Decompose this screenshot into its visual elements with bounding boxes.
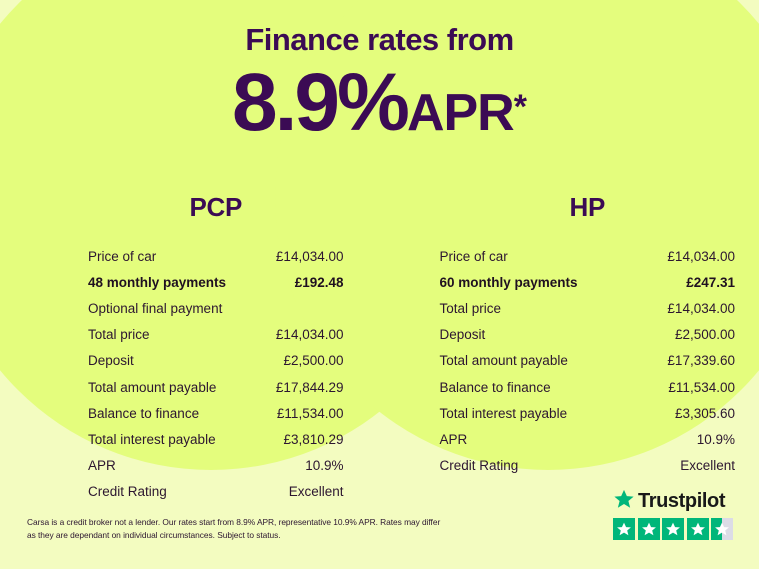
row-value: £14,034.00 (667, 248, 735, 264)
table-row: Total amount payable £17,339.60 (440, 348, 736, 374)
table-row: APR 10.9% (88, 453, 344, 479)
row-label: APR (88, 458, 116, 474)
trustpilot-badge[interactable]: Trustpilot (613, 489, 737, 540)
row-label: Optional final payment (88, 300, 223, 316)
row-label: Total price (88, 327, 150, 343)
table-row: Deposit £2,500.00 (88, 348, 344, 374)
row-label: Credit Rating (88, 484, 167, 500)
table-row: Price of car £14,034.00 (440, 243, 736, 269)
trustpilot-star-tile-2 (637, 518, 660, 540)
row-value: £247.31 (686, 274, 735, 290)
trustpilot-star-tile-3 (662, 518, 684, 540)
page-title: Finance rates from (245, 22, 514, 57)
row-value: Excellent (288, 484, 344, 500)
hp-column: HP Price of car £14,034.00 60 monthly paym… (380, 192, 759, 505)
table-row: Deposit £2,500.00 (440, 322, 736, 348)
pcp-table: Price of car £14,034.00 48 monthly payment… (88, 243, 344, 505)
headline-rate: 8.9%APR* (0, 62, 759, 144)
row-label: Balance to finance (439, 379, 551, 395)
trustpilot-star-tile-5 (711, 518, 733, 540)
row-value: £14,034.00 (275, 248, 344, 264)
table-row: Balance to finance £11,534.00 (440, 374, 736, 400)
row-label: Total amount payable (88, 379, 217, 395)
row-label: 60 monthly payments (439, 274, 578, 290)
trustpilot-star-icon (613, 488, 635, 515)
rate-footnote-asterisk: * (513, 87, 527, 126)
row-value: £2,500.00 (674, 327, 735, 343)
legal-disclaimer: Carsa is a credit broker not a lender. O… (27, 517, 441, 541)
row-value: £17,844.29 (275, 379, 344, 395)
trustpilot-rating-stars (613, 518, 737, 540)
row-label: Total interest payable (88, 431, 216, 447)
background-circle-right (275, 0, 759, 470)
pcp-table-body: Price of car £14,034.00 48 monthly payment… (88, 243, 344, 505)
hp-table-body: Price of car £14,034.00 60 monthly payment… (440, 243, 736, 479)
table-row: Credit Rating Excellent (440, 453, 736, 479)
rate-value: 8.9% (232, 57, 410, 148)
row-value: £14,034.00 (667, 300, 735, 316)
table-row: Total interest payable £3,810.29 (88, 426, 344, 452)
row-value: £17,339.60 (667, 353, 735, 369)
row-value: £192.48 (294, 274, 344, 290)
row-value: 10.9% (696, 431, 735, 447)
table-row: Credit Rating Excellent (88, 479, 344, 505)
trustpilot-name: Trustpilot (638, 490, 726, 512)
table-row: Optional final payment (88, 295, 344, 321)
pcp-column: PCP Price of car £14,034.00 48 monthly pay… (0, 192, 380, 505)
row-value: Excellent (680, 458, 735, 474)
row-label: 48 monthly payments (88, 274, 227, 290)
row-value: 10.9% (305, 458, 344, 474)
table-row: Price of car £14,034.00 (88, 243, 344, 269)
trustpilot-star-tile-4 (686, 518, 709, 540)
row-value: £3,810.29 (283, 431, 344, 447)
row-value: £11,534.00 (276, 405, 344, 421)
row-label: Balance to finance (88, 405, 200, 421)
table-row: 60 monthly payments £247.31 (440, 269, 736, 295)
table-row: APR 10.9% (440, 426, 736, 452)
row-value: £3,305.60 (674, 405, 735, 421)
trustpilot-star-tile-1 (613, 518, 635, 540)
pcp-title: PCP (189, 192, 243, 222)
trustpilot-wordmark: Trustpilot (613, 489, 737, 513)
row-label: Price of car (88, 248, 157, 264)
finance-tables: PCP Price of car £14,034.00 48 monthly pay… (0, 192, 759, 505)
rate-unit: APR (406, 84, 515, 142)
row-label: Deposit (439, 327, 486, 343)
row-value (260, 295, 344, 321)
table-row: Total price £14,034.00 (440, 295, 736, 321)
row-label: Price of car (439, 248, 508, 264)
table-row: Total amount payable £17,844.29 (88, 374, 344, 400)
row-label: APR (439, 431, 468, 447)
table-row: Total interest payable £3,305.60 (440, 400, 736, 426)
row-value: £2,500.00 (283, 353, 344, 369)
hp-title: HP (569, 192, 606, 222)
row-value: £14,034.00 (275, 327, 344, 343)
row-label: Credit Rating (439, 458, 519, 474)
hp-table: Price of car £14,034.00 60 monthly payment… (440, 243, 736, 479)
row-label: Deposit (88, 353, 134, 369)
row-label: Total amount payable (439, 353, 568, 369)
table-row: Balance to finance £11,534.00 (88, 400, 344, 426)
table-row: 48 monthly payments £192.48 (88, 269, 344, 295)
row-label: Total interest payable (439, 405, 568, 421)
table-row: Total price £14,034.00 (88, 322, 344, 348)
row-value: £11,534.00 (668, 379, 735, 395)
row-label: Total price (439, 300, 502, 316)
